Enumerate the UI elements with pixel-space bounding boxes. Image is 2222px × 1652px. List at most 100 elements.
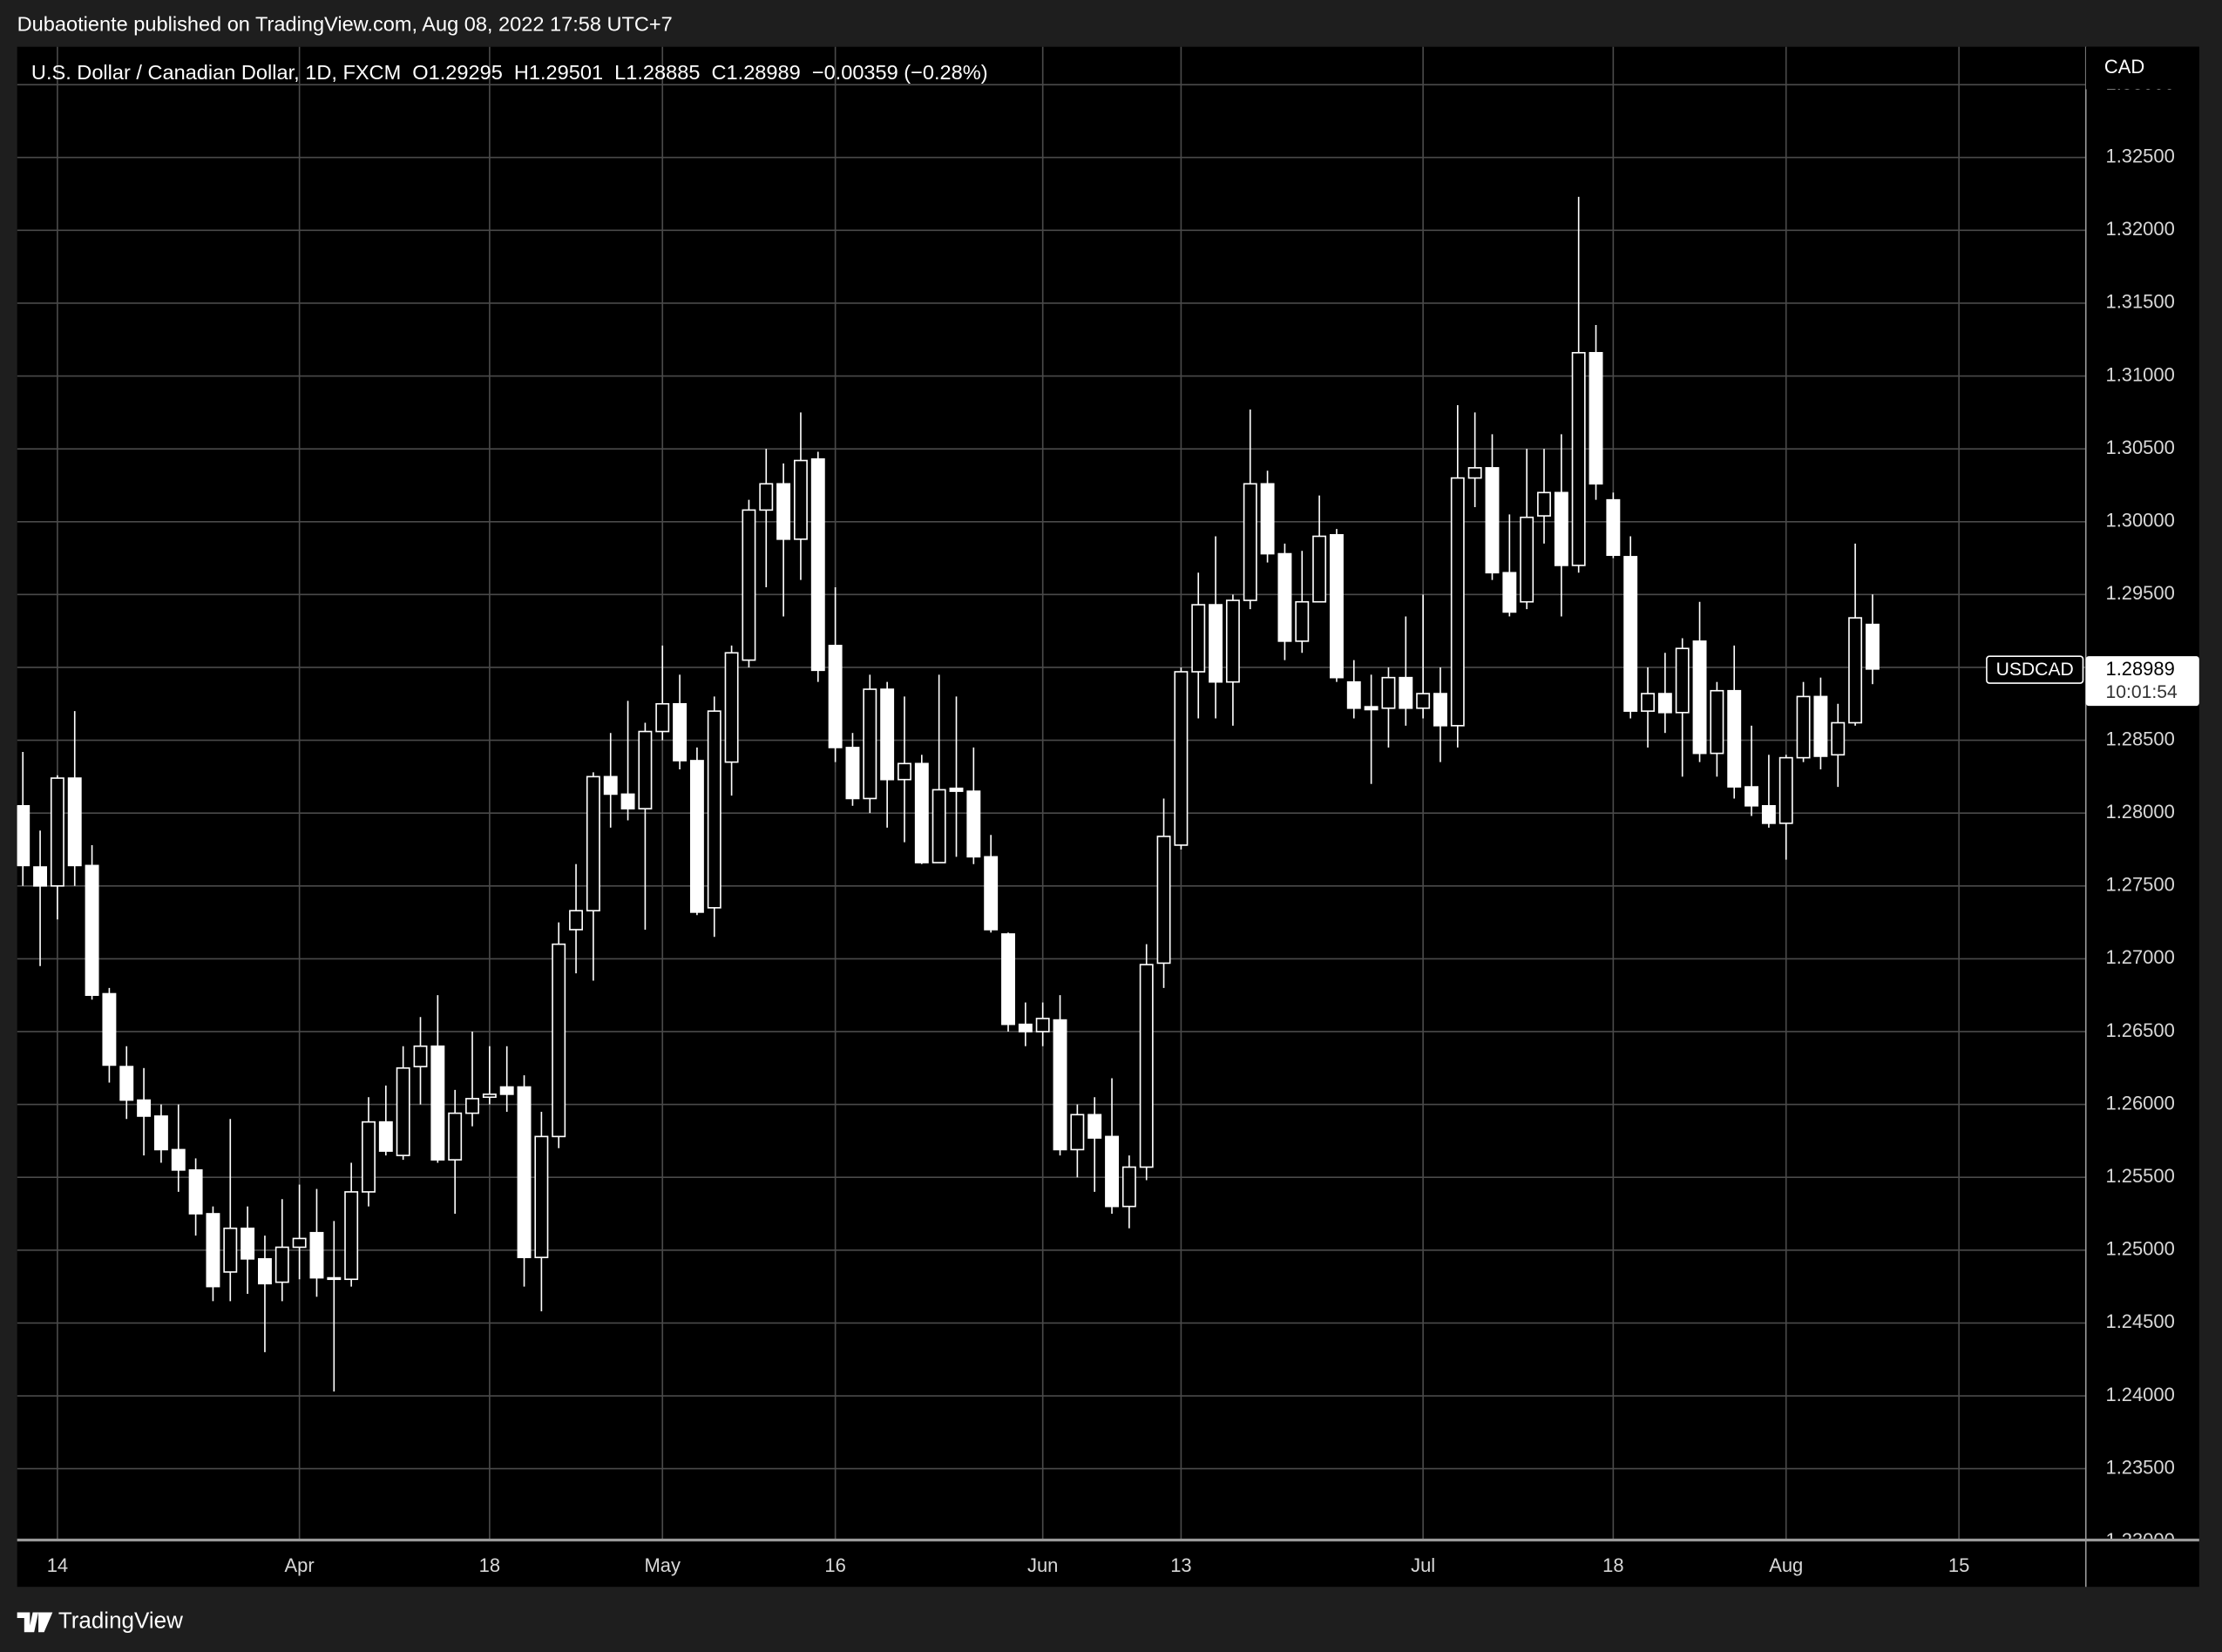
currency-label: CAD [2104, 56, 2144, 78]
candle-body [119, 1066, 134, 1101]
symbol-tag-box [1986, 655, 2084, 684]
candle-body [1761, 804, 1776, 824]
x-axis: 14 Apr 18 May 16 Jun 13 Jul 18 Aug 15 [47, 1554, 1970, 1576]
chart-title: U.S. Dollar / Canadian Dollar, 1D, FXCM … [31, 61, 988, 84]
candle-body [274, 1246, 289, 1283]
candle-body [655, 702, 670, 733]
candle-body [1744, 786, 1759, 807]
x-tick-label: Jul [1411, 1554, 1435, 1576]
logo-mark [17, 1612, 53, 1633]
candle-body [1641, 693, 1655, 712]
candle-body [984, 856, 999, 931]
candle-body [1502, 572, 1517, 613]
candle-body [1312, 535, 1327, 603]
candle-body [603, 775, 618, 796]
candle-body [1848, 617, 1863, 724]
candle-body [362, 1121, 376, 1193]
price-tag-box [2085, 656, 2199, 707]
candle-body [499, 1086, 514, 1095]
candle-body [258, 1258, 272, 1285]
y-tick-label: 1.28000 [2106, 801, 2175, 823]
candle-body [689, 760, 704, 913]
candle-body [413, 1045, 428, 1067]
candle-body [309, 1231, 324, 1279]
candle-body [1675, 647, 1690, 714]
candle-body [569, 910, 584, 931]
candle-body [1329, 533, 1344, 679]
candle-body [1520, 516, 1534, 603]
candle-body [1001, 933, 1015, 1026]
countdown-label: 10:01:54 [2106, 682, 2178, 702]
candle-body [966, 790, 981, 858]
candle-body [17, 804, 30, 867]
candle-body [1727, 689, 1742, 788]
candle-body [638, 730, 653, 809]
candle-body [1035, 1018, 1050, 1032]
y-axis: 1.23000 1.23500 1.24000 1.24500 1.25000 1.255… [2106, 72, 2175, 1551]
candle-body [1589, 351, 1603, 485]
candle-body [1467, 467, 1482, 479]
candle-body [1174, 671, 1189, 846]
x-tick-label: 15 [1948, 1554, 1969, 1576]
candle-body [482, 1093, 497, 1099]
y-tick-label: 1.24000 [2106, 1384, 2175, 1405]
candle-body [863, 688, 877, 800]
candle-body [914, 762, 929, 863]
y-tick-label: 1.25500 [2106, 1165, 2175, 1187]
candle-body [240, 1227, 255, 1260]
candle-body [1225, 599, 1240, 683]
candle-body [1121, 1166, 1136, 1208]
candle-body [1813, 695, 1828, 757]
candle-body [1346, 680, 1361, 709]
candle-body [1710, 689, 1724, 755]
chart-area [17, 46, 2199, 1588]
candle-body [742, 509, 756, 661]
x-tick-label: 16 [824, 1554, 845, 1576]
candle-body [188, 1169, 203, 1215]
candle-body [206, 1213, 220, 1288]
candle-body [1087, 1114, 1102, 1139]
candle-body [1657, 693, 1672, 714]
y-tick-label: 1.32000 [2106, 218, 2175, 240]
candle-body [759, 483, 774, 511]
candle-body [50, 777, 64, 887]
candles [17, 196, 1880, 1391]
candle-body [1416, 693, 1431, 709]
candle-body [1399, 676, 1413, 709]
candle-body [1537, 491, 1551, 517]
candle-body [1865, 623, 1880, 670]
candle-body [1692, 640, 1707, 755]
candle-body [828, 645, 843, 748]
candle-body [1070, 1114, 1085, 1151]
candle-body [1554, 491, 1568, 566]
candle-body [1018, 1023, 1033, 1032]
candle-body [67, 777, 82, 867]
candle-body [673, 702, 688, 762]
x-tick-label: 14 [47, 1554, 68, 1576]
y-tick-label: 1.23500 [2106, 1456, 2175, 1478]
x-tick-label: 13 [1170, 1554, 1191, 1576]
x-tick-label: Jun [1027, 1554, 1058, 1576]
candle-body [85, 864, 99, 996]
candle-body [1433, 693, 1447, 727]
candle-body [1831, 721, 1846, 756]
candle-body [1105, 1135, 1119, 1208]
candle-body [33, 866, 48, 887]
candle-body [793, 459, 808, 540]
price-tag-label: 1.28989 [2106, 658, 2175, 680]
candle-body [724, 652, 739, 763]
candle-body [898, 762, 911, 781]
candle-body [776, 483, 791, 540]
y-tick-label: 1.24500 [2106, 1310, 2175, 1332]
candle-body [430, 1045, 445, 1161]
y-tick-label: 1.31000 [2106, 363, 2175, 385]
y-tick-label: 1.26000 [2106, 1092, 2175, 1114]
candle-body [1053, 1019, 1067, 1151]
candle-body [1606, 498, 1621, 557]
candle-body [810, 458, 825, 672]
candle-body [931, 789, 946, 863]
y-tick-label: 1.23000 [2106, 1529, 2175, 1551]
candle-body [448, 1112, 463, 1161]
